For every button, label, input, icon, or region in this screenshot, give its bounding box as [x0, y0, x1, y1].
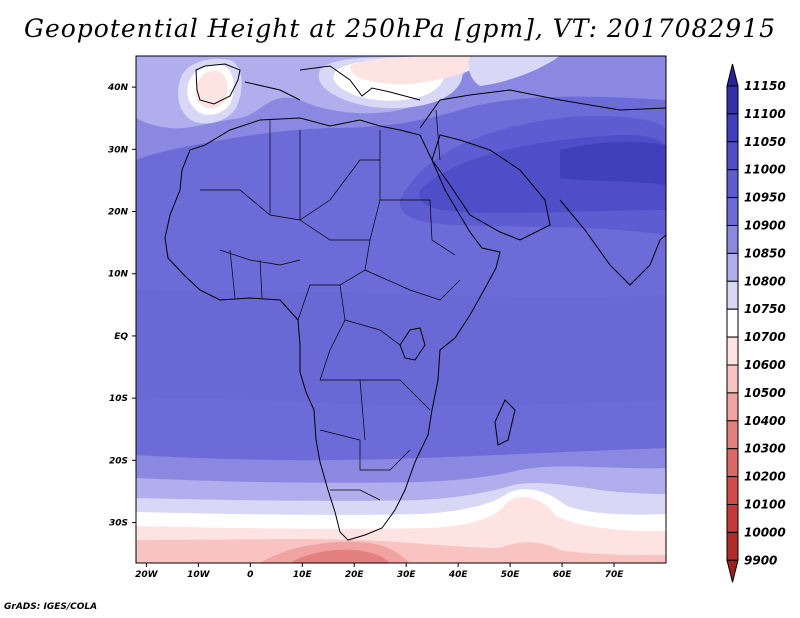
plot-title: Geopotential Height at 250hPa [gpm], VT:… — [23, 14, 777, 43]
colorbar-bin — [726, 225, 739, 254]
colorbar: 11150 11100 11050 11000 10950 10900 10850 10800… — [726, 63, 786, 583]
lon-tick-label: 70E — [605, 570, 625, 580]
colorbar-bin — [726, 392, 739, 422]
colorbar-label: 11050 — [744, 135, 786, 149]
colorbar-label: 10750 — [744, 302, 786, 316]
colorbar-label: 10800 — [744, 274, 786, 288]
colorbar-label: 10900 — [744, 219, 786, 233]
colorbar-bin — [726, 420, 739, 450]
lon-tick-label: 40E — [448, 570, 469, 580]
longitude-axis: 20W 10W 0 10E 20E 30E 40E 50E 60E 70E — [135, 563, 624, 580]
lon-tick-label: 20E — [345, 570, 365, 580]
colorbar-label: 10600 — [744, 358, 786, 372]
colorbar-label: 10500 — [744, 386, 786, 400]
colorbar-bin — [726, 85, 739, 115]
lat-tick-label: 20N — [108, 208, 129, 218]
colorbar-bin — [726, 197, 739, 227]
lat-tick-label: 30N — [108, 145, 129, 155]
colorbar-bin — [726, 169, 739, 199]
lon-tick-label: 60E — [553, 570, 573, 580]
lon-tick-label: 10W — [187, 570, 211, 580]
lon-tick-label: 0 — [247, 570, 253, 580]
lat-tick-label: 20S — [109, 456, 128, 466]
coastlines — [164, 63, 666, 541]
map-frame — [135, 55, 667, 564]
colorbar-bin — [726, 141, 739, 171]
colorbar-bin — [726, 252, 739, 282]
colorbar-bin — [726, 364, 739, 394]
colorbar-bin — [726, 504, 739, 533]
colorbar-bin — [726, 476, 739, 506]
colorbar-bin — [726, 308, 739, 338]
grads-credit: GrADS: IGES/COLA — [4, 602, 98, 612]
lon-tick-label: 10E — [293, 570, 313, 580]
colorbar-bin — [726, 531, 739, 561]
colorbar-lower-cap — [726, 559, 739, 583]
country-borders — [200, 109, 461, 501]
colorbar-upper-cap — [726, 63, 739, 87]
colorbar-label: 10400 — [744, 414, 786, 428]
lat-tick-label: 40N — [107, 83, 129, 93]
colorbar-label: 10950 — [744, 191, 786, 205]
colorbar-label: 10000 — [744, 525, 786, 539]
colorbar-bin — [726, 336, 739, 366]
colorbar-label: 11100 — [744, 107, 786, 121]
latitude-axis: 40N 30N 20N 10N EQ 10S 20S 30S — [107, 83, 136, 529]
colorbar-label: 9900 — [744, 553, 777, 567]
colorbar-bin — [726, 448, 739, 478]
colorbar-label: 11000 — [744, 163, 786, 177]
colorbar-bin — [726, 113, 739, 143]
lon-tick-label: 30E — [397, 570, 417, 580]
lat-tick-label: EQ — [114, 332, 128, 342]
lat-tick-label: 10S — [109, 394, 128, 404]
colorbar-label: 10850 — [744, 246, 786, 260]
colorbar-label: 10700 — [744, 330, 786, 344]
colorbar-label: 11150 — [744, 79, 786, 93]
colorbar-label: 10200 — [744, 470, 786, 484]
colorbar-label: 10300 — [744, 442, 786, 456]
colorbar-label: 10100 — [744, 498, 786, 512]
colorbar-bin — [726, 280, 739, 310]
height-field — [136, 56, 666, 563]
lat-tick-label: 30S — [109, 519, 128, 529]
lon-tick-label: 20W — [135, 570, 159, 580]
lon-tick-label: 50E — [501, 570, 521, 580]
lat-tick-label: 10N — [108, 270, 129, 280]
